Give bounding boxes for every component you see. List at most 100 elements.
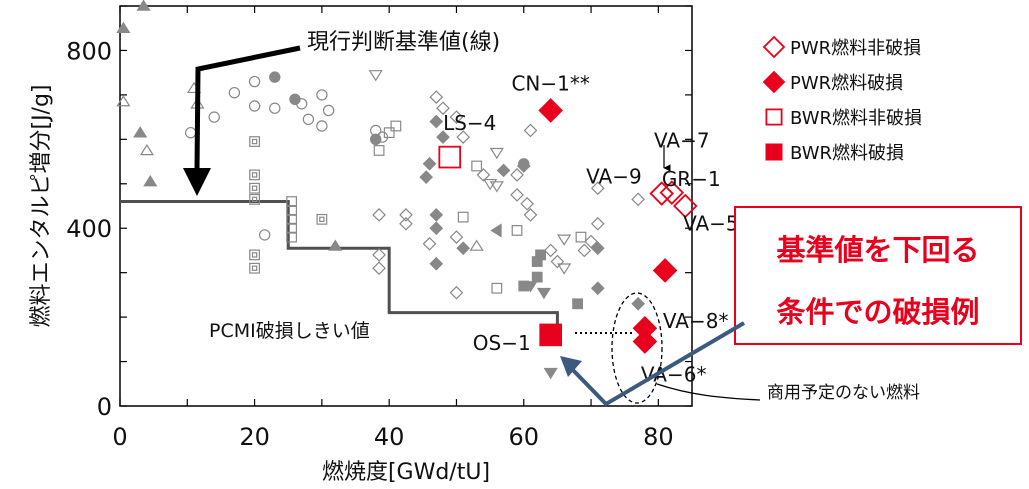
y-axis-label: 燃料エンタルピ増分[J/g] — [29, 84, 54, 327]
background-point — [269, 71, 281, 83]
x-axis-label: 燃焼度[GWd/tU] — [322, 460, 490, 485]
background-point — [139, 143, 155, 156]
background-point — [302, 113, 315, 126]
highlighted-point-label: VA−7 — [654, 129, 710, 153]
background-point — [258, 229, 271, 241]
background-point — [476, 168, 491, 182]
legend-marker — [765, 108, 783, 126]
background-point — [536, 287, 552, 300]
background-point — [372, 248, 386, 262]
background-point-inner — [251, 138, 258, 145]
background-point — [469, 239, 484, 251]
background-point — [322, 104, 335, 117]
background-point-inner — [251, 196, 258, 203]
background-point — [449, 285, 464, 300]
background-point-inner — [251, 172, 258, 178]
background-point — [523, 123, 538, 138]
background-point — [269, 102, 281, 114]
legend-label: PWR燃料非破損 — [790, 38, 921, 59]
background-point — [491, 282, 503, 294]
background-point — [456, 241, 471, 256]
background-point — [577, 243, 592, 258]
threshold-label: PCMI破損しきい値 — [209, 320, 370, 342]
background-point — [133, 126, 148, 138]
background-point — [531, 271, 543, 283]
x-tick-label: 20 — [239, 423, 270, 451]
legend-label: PWR燃料破損 — [790, 73, 903, 94]
background-point — [228, 86, 241, 99]
background-point — [557, 263, 572, 275]
background-points — [116, 0, 646, 380]
background-point — [370, 133, 382, 146]
background-point — [449, 110, 464, 124]
background-point — [590, 181, 605, 196]
background-point — [457, 211, 469, 223]
background-point — [510, 188, 524, 202]
legend: PWR燃料非破損 PWR燃料破損 BWR燃料非破損 BWR燃料破損 — [762, 35, 922, 164]
background-point — [116, 95, 131, 107]
background-point — [483, 178, 498, 191]
x-tick-label: 40 — [374, 423, 405, 451]
background-point — [249, 249, 260, 261]
x-tick-label: 0 — [112, 423, 127, 451]
highlighted-point-label: VA−5 — [683, 211, 739, 235]
background-point — [590, 281, 605, 296]
callout-arrow — [569, 321, 746, 407]
callout-arrow-head — [560, 356, 582, 377]
background-point — [631, 296, 646, 311]
background-point — [490, 223, 502, 238]
x-tick-label: 60 — [508, 423, 539, 451]
background-point — [289, 93, 301, 106]
background-point — [373, 145, 385, 156]
highlighted-point — [538, 98, 563, 123]
highlighted-point — [438, 145, 462, 169]
background-point — [436, 101, 450, 116]
background-point — [249, 193, 260, 205]
background-point-inner — [251, 252, 258, 258]
y-tick-label: 800 — [66, 37, 112, 65]
non-commercial-fuel-ellipse — [611, 292, 663, 404]
background-point — [390, 120, 402, 132]
background-point — [471, 160, 483, 172]
background-point — [518, 280, 530, 292]
highlighted-point-label: VA−8* — [663, 309, 729, 333]
threshold-line-group — [120, 200, 559, 335]
background-point — [143, 175, 158, 187]
background-point — [372, 261, 386, 276]
background-point — [116, 21, 131, 34]
background-point — [399, 216, 413, 231]
legend-marker — [765, 143, 783, 161]
background-point — [286, 205, 297, 216]
background-point — [249, 136, 260, 147]
background-point — [286, 231, 297, 243]
background-point — [510, 168, 524, 182]
background-point — [249, 262, 260, 274]
background-point — [550, 254, 565, 269]
criterion-arrow — [194, 45, 301, 171]
background-point — [429, 221, 444, 236]
background-point — [383, 127, 395, 139]
background-point — [316, 120, 328, 132]
background-point — [590, 241, 605, 256]
non-commercial-fuel-label: 商用予定のない燃料 — [767, 383, 920, 403]
background-point — [316, 89, 328, 101]
highlighted-point — [659, 180, 685, 205]
background-point — [399, 208, 413, 222]
highlighted-point — [539, 323, 562, 347]
background-point — [557, 234, 572, 246]
background-point — [572, 298, 583, 310]
background-point — [489, 147, 504, 160]
highlighted-point-label: VA−9 — [586, 165, 642, 189]
background-point-inner — [251, 185, 258, 191]
background-point — [520, 196, 534, 211]
background-point — [429, 256, 444, 271]
background-point — [208, 111, 220, 123]
background-point — [249, 182, 260, 194]
background-point — [543, 367, 558, 380]
legend-marker — [762, 70, 786, 94]
background-point — [248, 75, 261, 88]
legend-label: BWR燃料破損 — [790, 143, 904, 164]
